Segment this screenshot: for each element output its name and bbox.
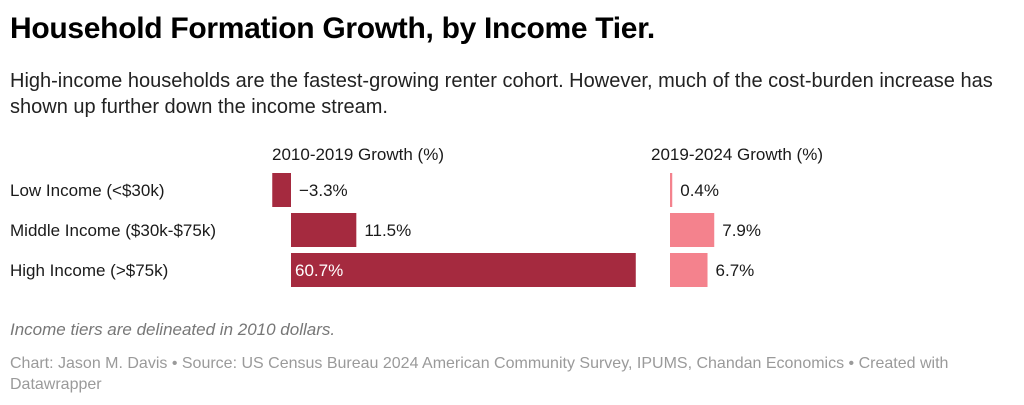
bar [272,173,291,207]
data-label: 7.9% [722,221,761,240]
chart-credit: Chart: Jason M. Davis • Source: US Censu… [10,355,949,393]
bar [291,213,357,247]
series-header: 2010-2019 Growth (%) [272,145,444,164]
category-label: Middle Income ($30k-$75k) [10,221,216,240]
bar [291,253,636,287]
category-label: Low Income (<$30k) [10,181,165,200]
bar [670,173,673,207]
bar [670,253,708,287]
data-label: 11.5% [364,221,411,240]
chart-title: Household Formation Growth, by Income Ti… [10,12,655,45]
data-label: 60.7% [295,261,343,280]
data-label: 6.7% [716,261,755,280]
data-label: −3.3% [299,181,348,200]
data-label: 0.4% [680,181,719,200]
category-label: High Income (>$75k) [10,261,168,280]
chart-subtitle: High-income households are the fastest-g… [10,70,993,118]
series-header: 2019-2024 Growth (%) [651,145,823,164]
bar [670,213,715,247]
chart-note: Income tiers are delineated in 2010 doll… [10,320,336,339]
